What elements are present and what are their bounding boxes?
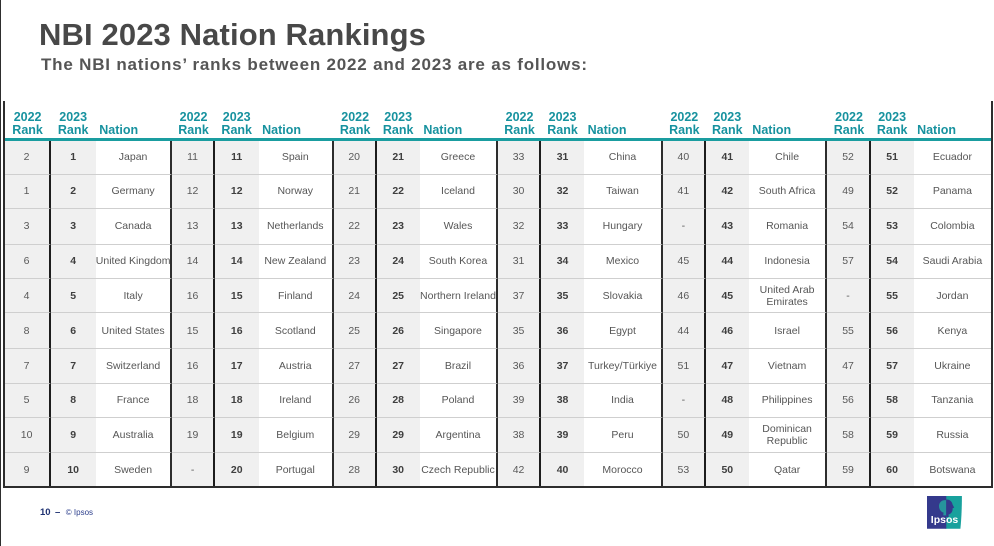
svg-text:Ipsos: Ipsos <box>931 514 959 526</box>
